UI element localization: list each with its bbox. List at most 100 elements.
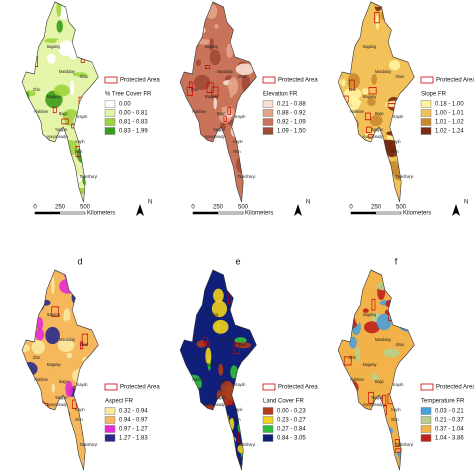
place-name: Yangon — [371, 395, 384, 400]
place-name: Kayin — [233, 407, 243, 412]
map-patch — [180, 453, 191, 463]
legend-swatch — [420, 416, 432, 424]
map-patch — [64, 270, 70, 281]
map-patch — [338, 112, 350, 117]
map-patch — [342, 167, 349, 177]
map-patch — [234, 337, 247, 344]
legend-swatch — [420, 100, 432, 108]
legend-swatch — [104, 416, 116, 424]
legend-swatch — [262, 118, 274, 126]
map-patch — [214, 23, 219, 29]
legend-title: Temperature FR — [421, 399, 465, 405]
place-name: Shan — [80, 342, 89, 347]
map-patch — [180, 394, 194, 404]
legend-label: 0.37 - 1.04 — [435, 427, 464, 433]
place-name: Tanintharyi — [80, 174, 98, 179]
map-patch — [209, 49, 221, 66]
map-patch — [338, 384, 350, 401]
map-patch — [28, 380, 42, 396]
map-patch — [64, 188, 71, 195]
map-patch — [409, 303, 415, 312]
place-name: Kayah — [393, 382, 404, 387]
scale-unit: Kilometers — [403, 211, 431, 217]
legend-swatch — [262, 109, 274, 117]
map-patch — [343, 295, 360, 309]
map-patch — [373, 153, 385, 172]
map-patch — [244, 143, 256, 151]
map-patch — [27, 331, 31, 339]
map-patch — [56, 20, 63, 33]
map-patch — [338, 100, 347, 118]
place-name: Mandalay — [59, 337, 76, 342]
map-patch — [183, 431, 198, 448]
place-name: Yangon — [55, 127, 68, 132]
protected-area — [368, 391, 374, 404]
legend-label: 1.04 - 3.86 — [435, 436, 464, 442]
map-patch — [404, 157, 415, 175]
map-patch — [225, 433, 235, 451]
place-name: Mon — [75, 149, 83, 154]
protected-area — [205, 65, 211, 70]
legend-swatch — [262, 416, 274, 424]
map-patch — [213, 97, 217, 110]
place-name: Mon — [233, 149, 241, 154]
place-name: Kayin — [391, 139, 401, 144]
place-name: Magway — [363, 94, 378, 99]
protected-area — [65, 433, 71, 440]
map-patch — [86, 107, 95, 121]
place-name: Kayah — [77, 382, 88, 387]
protected-area — [227, 106, 231, 116]
map-patch — [347, 391, 359, 404]
map-patch — [348, 125, 354, 134]
map-patch — [243, 320, 257, 329]
map-patch — [183, 7, 194, 18]
map-patch — [180, 305, 188, 321]
legend-label: 1.02 - 1.24 — [435, 129, 464, 135]
map-patch — [195, 136, 204, 153]
map-patch — [46, 53, 56, 64]
map-patch — [75, 119, 81, 124]
map-patch — [385, 299, 404, 309]
legend-label: 0.23 - 0.27 — [277, 418, 306, 424]
map-patch — [192, 270, 208, 275]
protected-area — [203, 337, 208, 344]
map-patch — [22, 26, 23, 31]
place-name: Ayeyarwady — [363, 402, 384, 407]
map-patch — [212, 319, 229, 334]
map-patch — [405, 273, 415, 279]
map-patch — [22, 332, 26, 344]
map-patch — [358, 466, 365, 470]
protected-area — [187, 139, 192, 150]
legend-swatch — [104, 109, 116, 117]
map-patch — [76, 422, 90, 435]
map-patch — [374, 364, 384, 376]
map-patch — [213, 425, 221, 439]
map-patch — [54, 436, 60, 445]
place-name: Chin — [191, 355, 199, 360]
legend-label: 0.00 - 0.23 — [277, 409, 306, 415]
map-patch — [380, 10, 390, 21]
north-label: N — [148, 200, 152, 206]
place-name: Mon — [391, 149, 399, 154]
legend-swatch — [420, 109, 432, 117]
protected-area — [81, 333, 89, 346]
map-patch — [182, 149, 198, 157]
map-patch — [230, 2, 246, 14]
legend-label: 0.27 - 0.84 — [277, 427, 306, 433]
place-name: Magway — [205, 362, 220, 367]
scale-tick: 0 — [191, 205, 195, 211]
map-patch — [383, 12, 394, 19]
map-patch — [41, 428, 53, 437]
map-patch — [338, 15, 343, 28]
map-patch — [214, 147, 226, 157]
map-patch — [68, 364, 76, 372]
place-name: Sagaing — [47, 44, 61, 49]
map-panel: Sagaing Mandalay Chin Shan Magway Rakhine Bago… — [337, 269, 415, 471]
north-arrow — [294, 204, 302, 216]
map-patch — [340, 297, 346, 305]
map-patch — [58, 40, 75, 57]
map-patch — [400, 23, 411, 34]
place-name: Bago — [375, 111, 384, 116]
place-name: Mandalay — [59, 69, 76, 74]
place-name: Yangon — [55, 395, 68, 400]
